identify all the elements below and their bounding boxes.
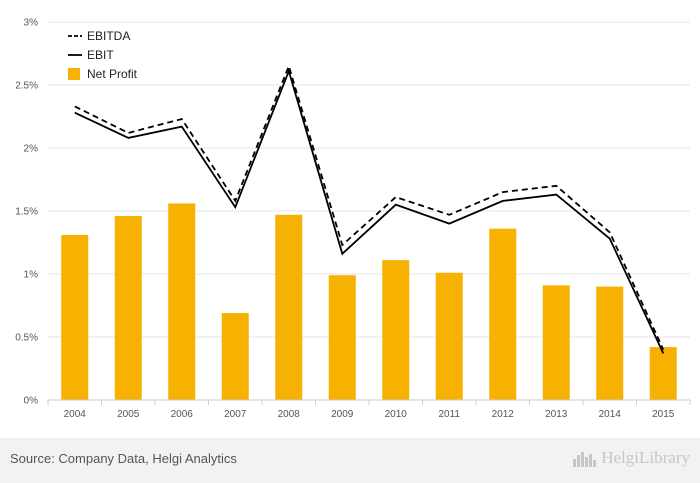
x-tick-label: 2010 [385, 409, 408, 420]
ebit-line [74, 68, 665, 354]
x-tick-label: 2004 [64, 409, 87, 420]
legend-label-ebit: EBIT [87, 48, 114, 62]
bar [114, 216, 142, 400]
y-tick-label: 2% [24, 144, 39, 155]
bar [542, 285, 570, 400]
bar [489, 228, 517, 400]
x-tick-label: 2009 [331, 409, 354, 420]
y-axis: 0% 0.5% 1% 1.5% 2% 2.5% 3% [15, 18, 38, 407]
y-tick-label: 0% [24, 396, 39, 407]
bar [596, 286, 624, 400]
bar [221, 313, 249, 400]
x-tick-label: 2014 [599, 409, 622, 420]
net-profit-bars [61, 203, 677, 400]
y-tick-label: 2.5% [15, 81, 38, 92]
x-tick-label: 2015 [652, 409, 675, 420]
footer: Source: Company Data, Helgi Analytics He… [0, 438, 700, 483]
legend-label-ebitda: EBITDA [87, 29, 130, 43]
bar [435, 272, 463, 400]
x-tick-label: 2006 [171, 409, 194, 420]
x-tick-label: 2005 [117, 409, 140, 420]
y-tick-label: 3% [24, 18, 39, 29]
x-tick-label: 2012 [492, 409, 515, 420]
bar [275, 214, 303, 400]
gridlines [48, 21, 690, 338]
ebitda-line [74, 63, 665, 350]
y-tick-label: 1.5% [15, 207, 38, 218]
bar [382, 260, 410, 400]
bar [61, 234, 89, 400]
line-series [74, 63, 665, 354]
source-note: Source: Company Data, Helgi Analytics [10, 451, 237, 466]
x-tick-label: 2007 [224, 409, 247, 420]
brand-logo: HelgiLibrary [572, 448, 690, 468]
bar [328, 275, 356, 400]
legend: EBITDA EBIT Net Profit [68, 29, 138, 81]
legend-label-net-profit: Net Profit [87, 67, 138, 81]
y-tick-label: 0.5% [15, 333, 38, 344]
x-axis: 2004 2005 2006 2007 2008 2009 2010 2011 2012 2013… [47, 399, 691, 420]
x-tick-label: 2013 [545, 409, 568, 420]
bar [168, 203, 196, 400]
skyline-icon [573, 452, 597, 467]
y-tick-label: 1% [24, 270, 39, 281]
x-tick-label: 2008 [278, 409, 301, 420]
bar [649, 347, 677, 400]
chart: 0%0.5%1%1.5%2%2.5%3% 2004 2005 2006 2007 200… [15, 18, 691, 420]
x-tick-label: 2011 [438, 409, 460, 420]
legend-swatch-net-profit [68, 68, 80, 80]
brand-name: HelgiLibrary [601, 448, 690, 467]
